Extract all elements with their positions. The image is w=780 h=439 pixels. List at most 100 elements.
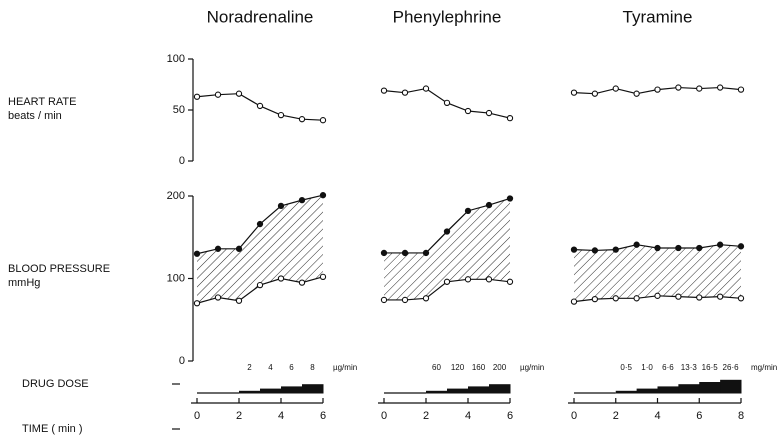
- dose-step: [699, 382, 721, 394]
- dose-label: 160: [472, 363, 486, 372]
- dose-label: 6·6: [662, 363, 674, 372]
- panel-title: Tyramine: [623, 7, 693, 26]
- row-label: HEART RATE: [8, 96, 76, 108]
- point: [214, 245, 222, 252]
- dose-step: [720, 379, 742, 394]
- dose-unit: mg/min: [751, 363, 777, 372]
- point: [464, 207, 472, 214]
- point: [380, 296, 388, 304]
- dose-label: 2: [247, 363, 252, 372]
- x-tick-label: 4: [654, 410, 660, 422]
- point: [737, 243, 745, 250]
- row-label: DRUG DOSE: [22, 378, 89, 390]
- point: [675, 244, 682, 252]
- x-tick-label: 2: [423, 410, 429, 422]
- y-tick-label: 200: [167, 190, 185, 202]
- dose-label: 13·3: [681, 363, 698, 372]
- x-tick-label: 6: [320, 410, 326, 422]
- dose-step: [678, 384, 700, 394]
- point: [214, 294, 222, 301]
- x-tick-label: 4: [465, 410, 471, 422]
- point: [443, 278, 451, 285]
- point: [570, 298, 578, 305]
- row-label: TIME ( min ): [22, 423, 83, 435]
- x-tick-label: 0: [194, 410, 200, 422]
- point: [422, 249, 430, 257]
- point: [716, 241, 724, 248]
- dose-step: [260, 388, 282, 394]
- point: [570, 89, 578, 96]
- dose-step: [447, 388, 469, 394]
- point: [716, 293, 724, 300]
- point: [591, 247, 599, 254]
- dose-label: 16·5: [702, 363, 719, 372]
- point: [277, 202, 285, 210]
- point: [443, 228, 451, 235]
- dose-label: 1·0: [641, 363, 653, 372]
- point: [696, 294, 703, 301]
- point: [235, 297, 243, 304]
- y-tick-label: 0: [179, 355, 185, 367]
- bp-area: [574, 244, 741, 302]
- point: [506, 195, 514, 202]
- dose-label: 8: [310, 363, 315, 372]
- x-tick-label: 6: [507, 410, 513, 422]
- x-tick-label: 6: [696, 410, 702, 422]
- y-tick-label: 50: [173, 104, 185, 116]
- y-tick-label: 100: [167, 53, 185, 65]
- point: [380, 87, 388, 94]
- point: [256, 281, 264, 289]
- point: [464, 107, 472, 115]
- dose-step: [239, 390, 261, 394]
- row-label: beats / min: [8, 110, 62, 122]
- dose-label: 6: [289, 363, 294, 372]
- dose-step: [657, 386, 679, 394]
- point: [380, 249, 388, 257]
- point: [193, 93, 201, 100]
- point: [633, 295, 640, 302]
- dose-step: [281, 386, 303, 394]
- y-tick-label: 100: [167, 272, 185, 284]
- dose-unit: µg/min: [520, 363, 544, 372]
- point: [633, 90, 640, 97]
- dose-unit: µg/min: [333, 363, 357, 372]
- x-tick-label: 0: [571, 410, 577, 422]
- point: [591, 295, 599, 303]
- point: [401, 249, 409, 257]
- dose-label: 60: [432, 363, 441, 372]
- point: [319, 273, 327, 280]
- point: [422, 85, 430, 92]
- point: [696, 244, 703, 252]
- point: [422, 295, 430, 302]
- point: [277, 111, 285, 119]
- point: [319, 117, 327, 124]
- point: [464, 276, 472, 283]
- panel-title: Noradrenaline: [207, 7, 314, 26]
- bp-area: [384, 198, 510, 300]
- point: [612, 295, 619, 302]
- dose-step: [615, 390, 638, 394]
- point: [654, 244, 661, 252]
- point: [506, 115, 514, 122]
- point: [485, 109, 493, 117]
- dose-label: 0·5: [620, 363, 632, 372]
- point: [654, 292, 661, 299]
- point: [256, 102, 264, 110]
- dose-step: [302, 384, 324, 394]
- dose-step: [636, 388, 658, 394]
- point: [214, 91, 222, 98]
- point: [401, 296, 409, 304]
- point: [633, 241, 640, 248]
- dose-step: [426, 390, 448, 394]
- point: [298, 279, 306, 286]
- x-tick-label: 0: [381, 410, 387, 422]
- point: [277, 275, 285, 282]
- point: [696, 85, 703, 92]
- point: [298, 116, 306, 123]
- bp-area: [197, 195, 323, 304]
- x-tick-label: 2: [236, 410, 242, 422]
- dose-step: [489, 384, 511, 394]
- point: [612, 246, 619, 253]
- point: [298, 196, 306, 204]
